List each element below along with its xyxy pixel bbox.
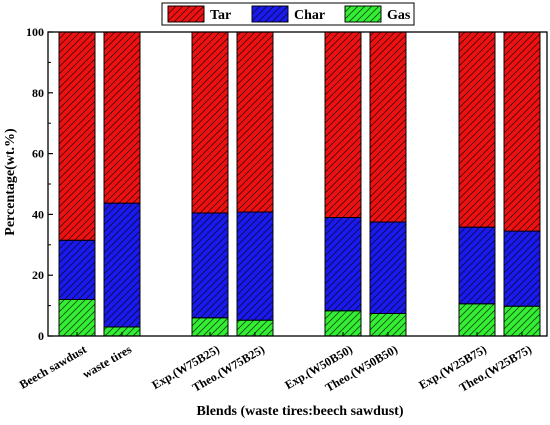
- bar-hatch-tar-waste-tires: [103, 31, 141, 204]
- bar-hatch-tar-beech-sawdust: [58, 31, 96, 241]
- x-axis-title: Blends (waste tires:beech sawdust): [196, 404, 403, 419]
- y-tick-label-60: 60: [32, 147, 44, 161]
- y-tick-label-100: 100: [26, 25, 44, 39]
- bars: [58, 31, 541, 337]
- bar-hatch-char-exp-w50b50: [324, 217, 362, 312]
- legend-swatch-hatch-gas: [344, 5, 382, 23]
- bar-hatch-tar-exp-w75b25: [191, 31, 229, 214]
- legend-label-gas: Gas: [387, 8, 411, 23]
- legend: Tar Char Gas: [161, 2, 415, 26]
- bar-hatch-char-exp-w25b75: [458, 226, 496, 305]
- y-tick-label-40: 40: [32, 207, 44, 221]
- bar-hatch-gas-exp-w25b75: [458, 303, 496, 337]
- legend-swatch-hatch-tar: [167, 5, 205, 23]
- bar-hatch-tar-exp-w25b75: [458, 31, 496, 228]
- bar-hatch-char-theo-w25b75: [503, 230, 541, 307]
- bar-hatch-tar-theo-w75b25: [236, 31, 274, 213]
- bar-hatch-gas-theo-w25b75: [503, 305, 541, 337]
- legend-label-tar: Tar: [210, 8, 231, 23]
- x-tick-label-beech-sawdust: Beech sawdust: [17, 342, 89, 392]
- legend-swatch-hatch-char: [251, 5, 289, 23]
- legend-label-char: Char: [294, 8, 325, 23]
- bar-hatch-char-theo-w50b50: [369, 221, 407, 314]
- y-tick-label-0: 0: [38, 329, 44, 343]
- bar-hatch-char-beech-sawdust: [58, 239, 96, 300]
- bar-hatch-char-waste-tires: [103, 202, 141, 328]
- bar-hatch-char-theo-w75b25: [236, 211, 274, 321]
- bar-hatch-tar-theo-w25b75: [503, 31, 541, 232]
- bar-hatch-tar-exp-w50b50: [324, 31, 362, 218]
- bar-hatch-tar-theo-w50b50: [369, 31, 407, 223]
- x-tick-label-waste-tires: waste tires: [80, 342, 134, 381]
- bar-hatch-gas-beech-sawdust: [58, 299, 96, 337]
- y-axis-title: Percentage(wt.%): [3, 128, 18, 236]
- y-tick-label-80: 80: [32, 86, 44, 100]
- y-tick-label-20: 20: [32, 268, 44, 282]
- bar-hatch-char-exp-w75b25: [191, 212, 229, 319]
